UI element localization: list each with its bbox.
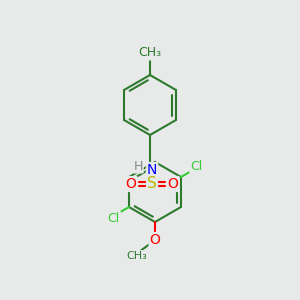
Text: Cl: Cl: [108, 212, 120, 224]
Text: CH₃: CH₃: [127, 251, 147, 261]
Text: O: O: [168, 177, 178, 191]
Text: N: N: [147, 163, 157, 177]
Text: Cl: Cl: [190, 160, 202, 172]
Text: CH₃: CH₃: [138, 46, 162, 59]
Text: H: H: [133, 160, 143, 172]
Text: S: S: [147, 176, 157, 191]
Text: O: O: [150, 233, 160, 247]
Text: O: O: [126, 177, 136, 191]
